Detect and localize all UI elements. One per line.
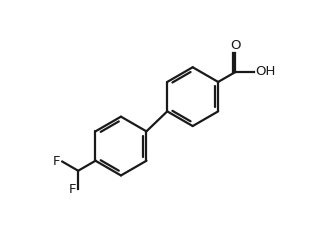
Text: OH: OH: [255, 65, 276, 79]
Text: O: O: [230, 39, 241, 52]
Text: F: F: [69, 183, 76, 196]
Text: F: F: [53, 155, 60, 168]
